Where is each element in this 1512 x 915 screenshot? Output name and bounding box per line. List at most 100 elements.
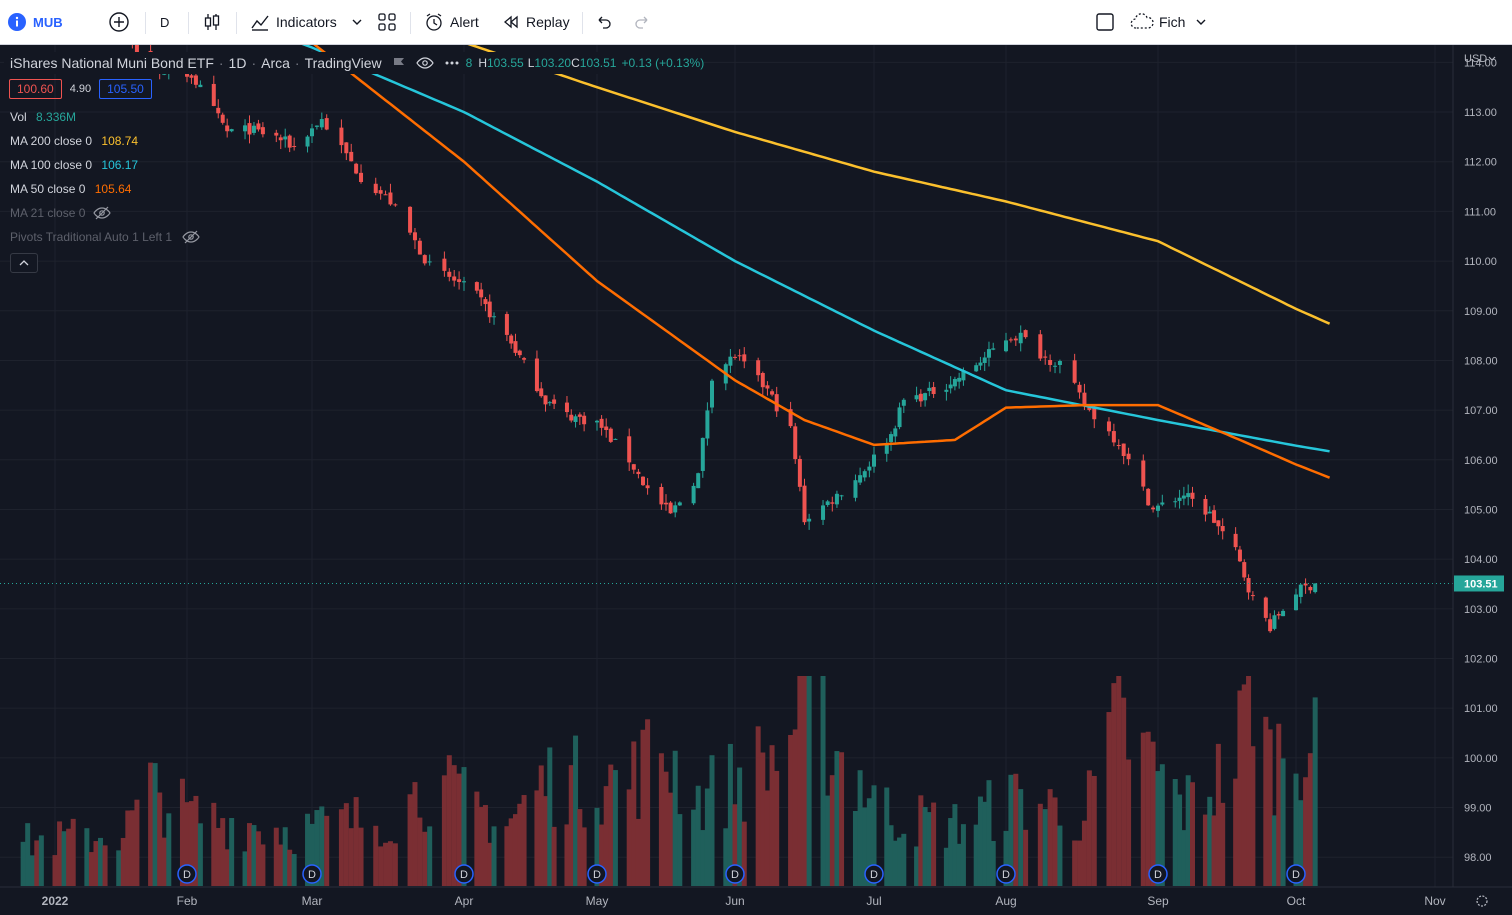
candle-body: [1146, 488, 1151, 506]
candle-body: [1294, 594, 1298, 611]
dividend-marker[interactable]: D: [996, 864, 1016, 884]
volume-bar: [914, 846, 920, 886]
volume-bar: [852, 810, 858, 886]
candle-body: [260, 127, 265, 135]
more-icon[interactable]: [444, 60, 460, 66]
bid-price[interactable]: 100.60: [9, 79, 62, 99]
volume-bar: [645, 719, 651, 886]
candles-icon: [202, 12, 222, 32]
fullscreen-button[interactable]: [1095, 0, 1115, 44]
volume-bar: [581, 827, 587, 886]
undo-button[interactable]: [595, 0, 613, 44]
collapse-legend-button[interactable]: [10, 253, 38, 273]
indicators-dropdown[interactable]: [351, 0, 363, 44]
time-tick-label: Jun: [725, 894, 744, 908]
dividend-marker[interactable]: D: [454, 864, 474, 884]
candle-body: [974, 365, 979, 372]
volume-bar: [422, 831, 428, 886]
redo-button[interactable]: [633, 0, 651, 44]
dividend-marker[interactable]: D: [177, 864, 197, 884]
legend-ma21[interactable]: MA 21 close 0: [10, 206, 112, 220]
symbol-search[interactable]: MUB: [8, 0, 63, 44]
header-exchange: Arca: [261, 55, 290, 71]
candle-body: [807, 518, 812, 522]
price-chart[interactable]: D D D D D D D D D 114.00 113.00 112.00 111.00 110.00…: [0, 45, 1512, 915]
eye-off-icon[interactable]: [182, 230, 200, 244]
rewind-icon: [502, 13, 520, 31]
low-value: 103.20: [534, 56, 572, 70]
legend-ma100[interactable]: MA 100 close 0 106.17: [10, 158, 138, 172]
instrument-name[interactable]: iShares National Muni Bond ETF: [10, 55, 214, 71]
dividend-label: D: [1292, 869, 1300, 881]
volume-bar: [25, 823, 31, 886]
candle-body: [797, 459, 802, 487]
price-tick-label: 100.00: [1464, 753, 1498, 765]
redo-icon: [633, 13, 651, 31]
candle-body: [1181, 495, 1186, 499]
legend-pivots[interactable]: Pivots Traditional Auto 1 Left 1: [10, 230, 200, 244]
header-interval: 1D: [228, 55, 247, 71]
templates-button[interactable]: [377, 0, 397, 44]
candle-body: [982, 357, 987, 363]
candle-body: [897, 407, 902, 428]
ask-price[interactable]: 105.50: [99, 79, 152, 99]
toolbar-divider: [410, 12, 411, 34]
candle-body: [677, 502, 682, 506]
settings-button[interactable]: [1476, 895, 1488, 907]
indicators-button[interactable]: Indicators: [250, 0, 337, 44]
eye-off-icon[interactable]: [93, 206, 112, 220]
price-tick-label: 104.00: [1464, 554, 1498, 566]
dividend-marker[interactable]: D: [725, 864, 745, 884]
dividend-marker[interactable]: D: [864, 864, 884, 884]
volume-bar: [704, 788, 710, 886]
time-axis[interactable]: [0, 887, 1453, 915]
chevron-down-icon: [1488, 56, 1496, 61]
time-tick-label: Oct: [1287, 894, 1306, 908]
volume-bar: [573, 735, 579, 886]
currency-selector[interactable]: USD: [1464, 53, 1496, 65]
chart-type-button[interactable]: [202, 0, 222, 44]
replay-button[interactable]: Replay: [502, 0, 570, 44]
volume-bar: [193, 795, 199, 886]
legend-volume[interactable]: Vol 8.336M: [10, 110, 76, 124]
volume-bar: [34, 840, 40, 886]
candle-body: [483, 299, 488, 305]
volume-bar: [1037, 803, 1043, 886]
volume-bar: [1159, 764, 1165, 886]
volume-bar: [982, 801, 988, 886]
dividend-circle-icon: [177, 864, 197, 884]
candle-body: [756, 360, 761, 376]
candle-body: [733, 356, 737, 358]
eye-icon[interactable]: [415, 56, 434, 70]
candle-body: [373, 183, 378, 194]
volume-value: 8.336M: [36, 110, 77, 124]
dividend-circle-icon: [1148, 864, 1168, 884]
legend-ma50[interactable]: MA 50 close 0 105.64: [10, 182, 131, 196]
time-tick-label: Apr: [455, 894, 474, 908]
volume-bar: [446, 755, 452, 886]
flag-icon[interactable]: [392, 56, 406, 70]
volume-bar: [1072, 840, 1078, 886]
header-source: TradingView: [304, 55, 382, 71]
dividend-circle-icon: [1286, 864, 1306, 884]
interval-button[interactable]: D: [160, 0, 169, 44]
layout-save-button[interactable]: Fich: [1129, 0, 1207, 44]
candle-body: [1077, 384, 1082, 393]
dividend-marker[interactable]: D: [587, 864, 607, 884]
dividend-marker[interactable]: D: [302, 864, 322, 884]
dividend-marker[interactable]: D: [1286, 864, 1306, 884]
alert-button[interactable]: Alert: [424, 0, 479, 44]
volume-bar: [102, 845, 108, 886]
volume-bar: [224, 849, 230, 886]
volume-bar: [918, 795, 924, 886]
volume-bar: [538, 765, 544, 886]
dividend-marker[interactable]: D: [1148, 864, 1168, 884]
legend-ma200[interactable]: MA 200 close 0 108.74: [10, 134, 138, 148]
volume-bar: [534, 790, 540, 886]
volume-bar: [20, 841, 26, 886]
candle-body: [774, 394, 779, 412]
candle-body: [229, 129, 234, 132]
price-axis[interactable]: [1453, 45, 1512, 887]
compare-symbol-button[interactable]: [108, 0, 130, 44]
undo-icon: [595, 13, 613, 31]
